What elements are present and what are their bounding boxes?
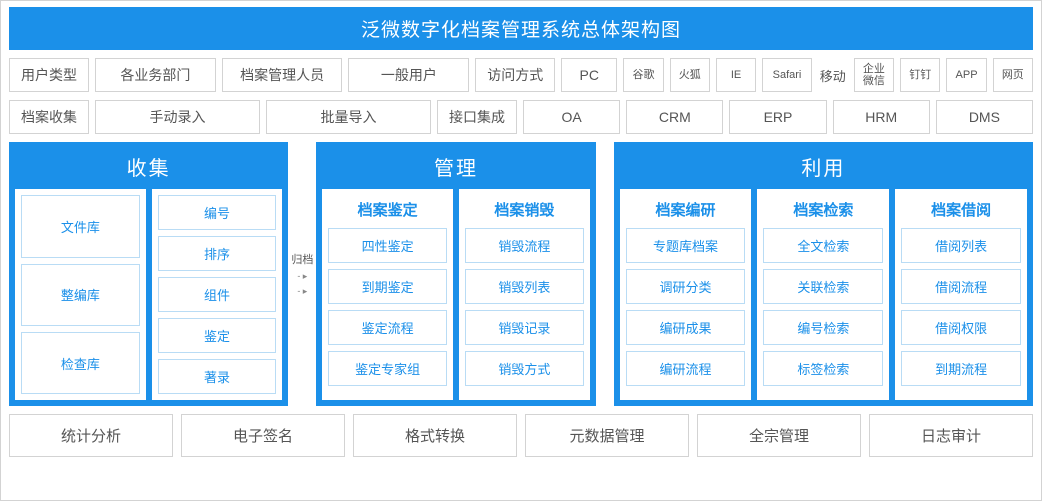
use-cell: 关联检索 xyxy=(763,269,883,304)
mobile-label: 移动 xyxy=(818,58,848,92)
manage-cell: 四性鉴定 xyxy=(328,228,447,263)
mobile-item: 钉钉 xyxy=(900,58,940,92)
collection-label: 档案收集 xyxy=(9,100,89,134)
collect-cell: 文件库 xyxy=(21,195,140,257)
user-type-label: 用户类型 xyxy=(9,58,89,92)
integration-item: OA xyxy=(523,100,620,134)
use-col-header: 档案检索 xyxy=(763,195,883,222)
manage-cell: 鉴定流程 xyxy=(328,310,447,345)
manage-cell: 销毁记录 xyxy=(465,310,584,345)
bottom-feature: 统计分析 xyxy=(9,414,173,457)
row-user-access: 用户类型 各业务部门 档案管理人员 一般用户 访问方式 PC 谷歌 火狐 IE … xyxy=(9,58,1033,92)
row-collection: 档案收集 手动录入 批量导入 接口集成 OA CRM ERP HRM DMS xyxy=(9,100,1033,134)
use-cell: 编研流程 xyxy=(626,351,746,386)
collection-method: 批量导入 xyxy=(266,100,431,134)
manage-cell: 销毁流程 xyxy=(465,228,584,263)
use-cell: 借阅流程 xyxy=(901,269,1021,304)
manage-cell: 到期鉴定 xyxy=(328,269,447,304)
use-cell: 编号检索 xyxy=(763,310,883,345)
use-col-header: 档案借阅 xyxy=(901,195,1021,222)
collect-col-0: 文件库 整编库 检查库 xyxy=(15,189,146,400)
arrow-icon: - ▸ xyxy=(297,286,307,297)
use-col-1: 档案检索 全文检索 关联检索 编号检索 标签检索 xyxy=(757,189,889,400)
manage-col-header: 档案鉴定 xyxy=(328,195,447,222)
integration-item: HRM xyxy=(833,100,930,134)
bottom-feature: 格式转换 xyxy=(353,414,517,457)
manage-cell: 销毁方式 xyxy=(465,351,584,386)
modules-wrap: 收集 文件库 整编库 检查库 编号 排序 组件 鉴定 著录 归档 - ▸ - ▸… xyxy=(9,142,1033,406)
module-use-title: 利用 xyxy=(620,148,1027,189)
collect-cell: 排序 xyxy=(158,236,277,271)
access-pc: PC xyxy=(561,58,617,92)
bottom-feature: 电子签名 xyxy=(181,414,345,457)
spacer xyxy=(596,142,614,406)
integration-item: CRM xyxy=(626,100,723,134)
use-cell: 借阅列表 xyxy=(901,228,1021,263)
collect-cell: 检查库 xyxy=(21,332,140,394)
manage-cell: 鉴定专家组 xyxy=(328,351,447,386)
collect-cell: 编号 xyxy=(158,195,277,230)
mobile-item: 企业微信 xyxy=(854,58,894,92)
use-col-2: 档案借阅 借阅列表 借阅流程 借阅权限 到期流程 xyxy=(895,189,1027,400)
manage-cell: 销毁列表 xyxy=(465,269,584,304)
browser-item: IE xyxy=(716,58,756,92)
use-cell: 借阅权限 xyxy=(901,310,1021,345)
bottom-feature: 元数据管理 xyxy=(525,414,689,457)
mobile-item: APP xyxy=(946,58,986,92)
connector-archive: 归档 - ▸ - ▸ xyxy=(288,142,316,406)
browser-item: Safari xyxy=(762,58,812,92)
user-type-item: 各业务部门 xyxy=(95,58,216,92)
collect-cell: 鉴定 xyxy=(158,318,277,353)
manage-col-0: 档案鉴定 四性鉴定 到期鉴定 鉴定流程 鉴定专家组 xyxy=(322,189,453,400)
module-manage: 管理 档案鉴定 四性鉴定 到期鉴定 鉴定流程 鉴定专家组 档案销毁 销毁流程 销… xyxy=(316,142,595,406)
browser-item: 谷歌 xyxy=(623,58,663,92)
arrow-icon: - ▸ xyxy=(297,271,307,282)
collect-col-1: 编号 排序 组件 鉴定 著录 xyxy=(152,189,283,400)
diagram-title: 泛微数字化档案管理系统总体架构图 xyxy=(9,7,1033,50)
manage-col-header: 档案销毁 xyxy=(465,195,584,222)
integration-label: 接口集成 xyxy=(437,100,517,134)
mobile-item: 网页 xyxy=(993,58,1033,92)
collection-method: 手动录入 xyxy=(95,100,260,134)
use-cell: 到期流程 xyxy=(901,351,1021,386)
row-bottom-features: 统计分析 电子签名 格式转换 元数据管理 全宗管理 日志审计 xyxy=(9,414,1033,457)
use-cell: 全文检索 xyxy=(763,228,883,263)
use-col-header: 档案编研 xyxy=(626,195,746,222)
integration-item: ERP xyxy=(729,100,826,134)
connector-label: 归档 xyxy=(291,251,313,267)
integration-item: DMS xyxy=(936,100,1033,134)
module-collect-title: 收集 xyxy=(15,148,282,189)
manage-col-1: 档案销毁 销毁流程 销毁列表 销毁记录 销毁方式 xyxy=(459,189,590,400)
use-cell: 调研分类 xyxy=(626,269,746,304)
collect-cell: 著录 xyxy=(158,359,277,394)
access-method-label: 访问方式 xyxy=(475,58,555,92)
use-col-0: 档案编研 专题库档案 调研分类 编研成果 编研流程 xyxy=(620,189,752,400)
collect-cell: 组件 xyxy=(158,277,277,312)
module-collect: 收集 文件库 整编库 检查库 编号 排序 组件 鉴定 著录 xyxy=(9,142,288,406)
module-use: 利用 档案编研 专题库档案 调研分类 编研成果 编研流程 档案检索 全文检索 关… xyxy=(614,142,1033,406)
user-type-item: 档案管理人员 xyxy=(222,58,343,92)
module-manage-title: 管理 xyxy=(322,148,589,189)
user-type-item: 一般用户 xyxy=(348,58,469,92)
bottom-feature: 全宗管理 xyxy=(697,414,861,457)
collect-cell: 整编库 xyxy=(21,264,140,326)
use-cell: 标签检索 xyxy=(763,351,883,386)
bottom-feature: 日志审计 xyxy=(869,414,1033,457)
use-cell: 专题库档案 xyxy=(626,228,746,263)
use-cell: 编研成果 xyxy=(626,310,746,345)
browser-item: 火狐 xyxy=(670,58,710,92)
